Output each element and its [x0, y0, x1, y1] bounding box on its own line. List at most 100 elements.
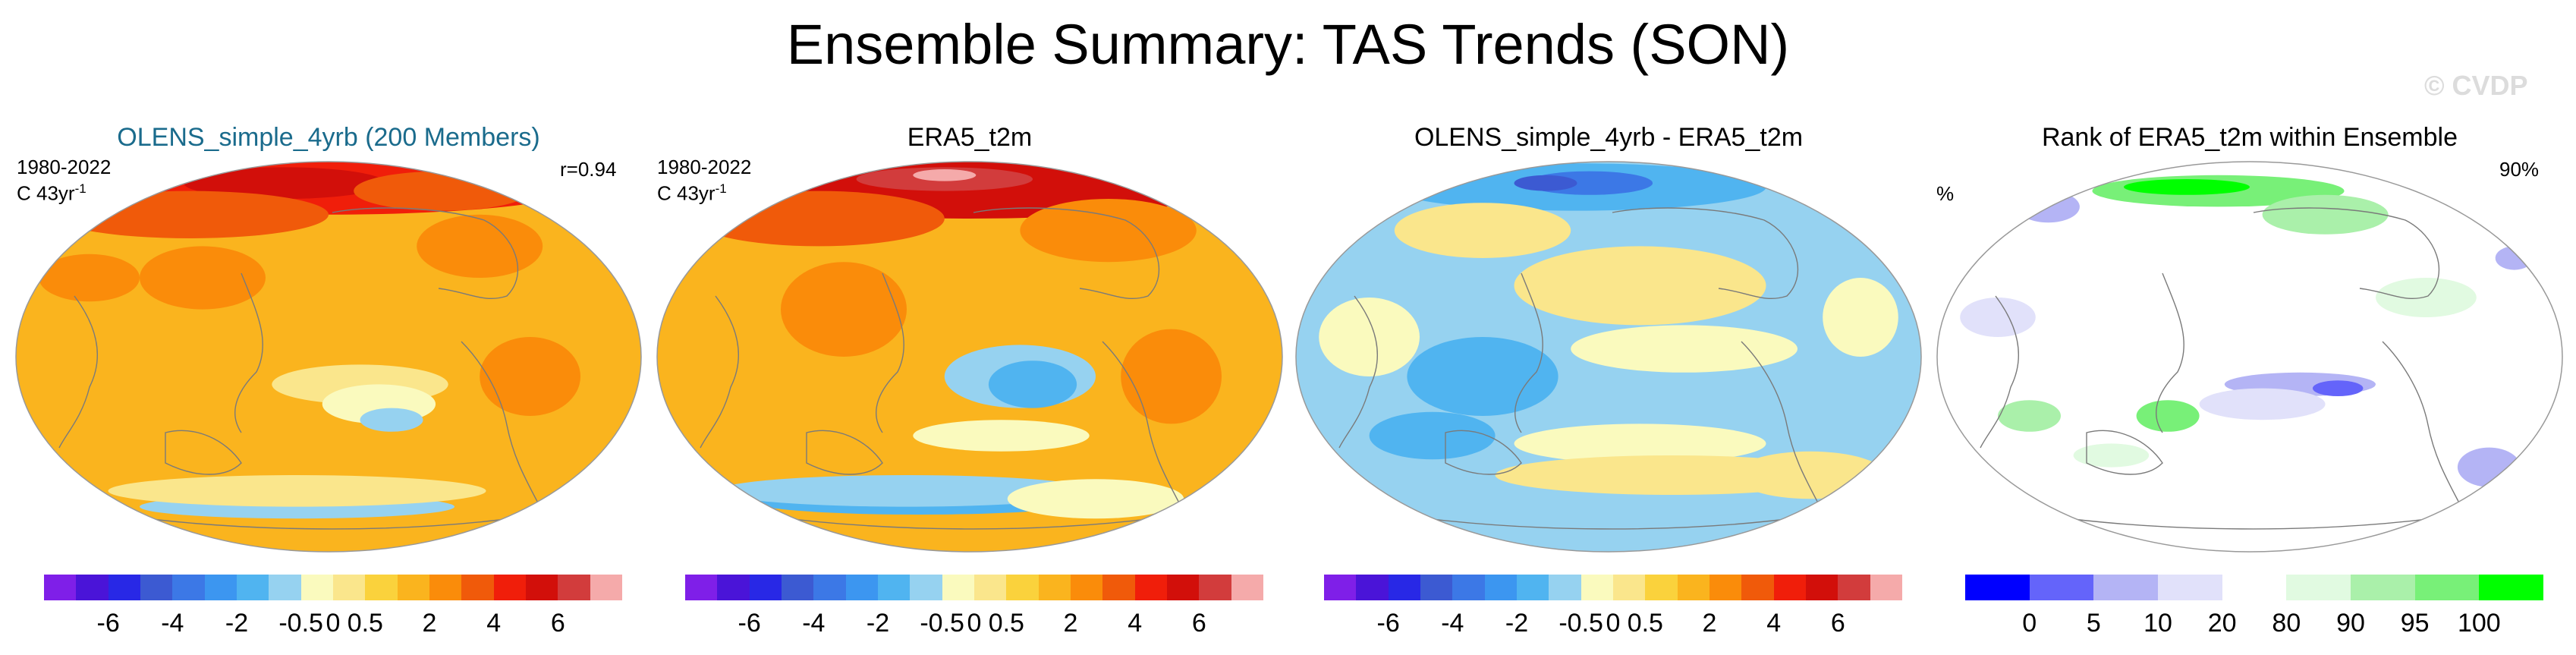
colorbar-tick-label: 90	[2336, 609, 2365, 638]
panel4-colorbar: 0 5 10 20 80 90 95 100	[1965, 575, 2544, 644]
colorbar-swatch	[108, 575, 141, 600]
colorbar-swatch	[1006, 575, 1040, 600]
colorbar-swatch	[140, 575, 173, 600]
colorbar-swatch	[590, 575, 623, 600]
colorbar-swatch	[1388, 575, 1421, 600]
colorbar-swatch	[813, 575, 847, 600]
colorbar-swatch	[878, 575, 911, 600]
panel2-title: ERA5_t2m	[907, 123, 1033, 152]
panel4-percent: 90%	[2499, 158, 2540, 181]
colorbar-swatch	[1838, 575, 1871, 600]
colorbar-swatch	[429, 575, 462, 600]
colorbar-swatch	[526, 575, 558, 600]
colorbar-swatch	[942, 575, 975, 600]
panel3-colorbar: -6 -4 -2 -0.5 0 0.5 2 4 6	[1324, 575, 1903, 644]
colorbar-swatch	[1709, 575, 1742, 600]
colorbar-swatch	[1420, 575, 1453, 600]
colorbar-tick-label: 0.5	[347, 609, 383, 638]
colorbar-swatch	[1167, 575, 1200, 600]
panel2-colorbar: -6 -4 -2 -0.5 0 0.5 2 4 6	[685, 575, 1264, 644]
colorbar-swatch	[1484, 575, 1518, 600]
colorbar-tick-label: 0.5	[988, 609, 1024, 638]
colorbar-tick-label: 6	[1191, 609, 1206, 638]
colorbar-swatch	[2414, 575, 2480, 600]
panel4-units: %	[1936, 182, 1955, 205]
colorbar-swatch	[76, 575, 109, 600]
colorbar-swatch	[1071, 575, 1103, 600]
colorbar-swatch	[269, 575, 302, 600]
colorbar-tick-label: 0	[326, 609, 341, 638]
colorbar-swatch	[1773, 575, 1807, 600]
colorbar-swatch	[717, 575, 750, 600]
colorbar-tick-label: -0.5	[1558, 609, 1603, 638]
colorbar-swatch	[2286, 575, 2351, 600]
panel4-title: Rank of ERA5_t2m within Ensemble	[2041, 123, 2458, 152]
colorbar-tick-label: 0	[967, 609, 982, 638]
colorbar-tick-label: 6	[1830, 609, 1845, 638]
colorbar-swatch	[44, 575, 77, 600]
colorbar-swatch	[1231, 575, 1264, 600]
colorbar-swatch	[2222, 575, 2287, 600]
colorbar-swatch	[910, 575, 943, 600]
colorbar-tick-label: 6	[550, 609, 565, 638]
colorbar-swatch	[1741, 575, 1775, 600]
colorbar-tick-label: 5	[2086, 609, 2101, 638]
panel2-period: 1980-2022	[657, 156, 752, 178]
colorbar-swatch	[1102, 575, 1136, 600]
colorbar-swatch	[1613, 575, 1646, 600]
colorbar-tick-label: -4	[802, 609, 826, 638]
panel1-map	[14, 159, 643, 554]
colorbar-tick-label: 2	[1702, 609, 1717, 638]
colorbar-tick-label: -2	[225, 609, 249, 638]
panel1-units: C 43yr-1	[17, 181, 86, 205]
colorbar-swatch	[1806, 575, 1838, 600]
colorbar-tick-label: 80	[2272, 609, 2301, 638]
colorbar-swatch	[204, 575, 237, 600]
colorbar-tick-label: 0	[1606, 609, 1621, 638]
colorbar-swatch	[1199, 575, 1232, 600]
panel1-correlation: r=0.94	[560, 158, 617, 181]
colorbar-tick-label: 100	[2457, 609, 2501, 638]
colorbar-swatch	[2029, 575, 2094, 600]
panel1-colorbar: -6 -4 -2 -0.5 0 0.5 2 4 6	[44, 575, 623, 644]
colorbar-tick-label: 20	[2207, 609, 2237, 638]
colorbar-tick-label: 4	[1766, 609, 1782, 638]
colorbar-tick-label: -6	[738, 609, 761, 638]
colorbar-swatch	[2479, 575, 2544, 600]
colorbar-tick-label: 0	[2022, 609, 2037, 638]
panel3-title: OLENS_simple_4yrb - ERA5_t2m	[1414, 123, 1804, 152]
colorbar-tick-label: -0.5	[920, 609, 964, 638]
colorbar-swatch	[845, 575, 879, 600]
colorbar-swatch	[172, 575, 206, 600]
colorbar-swatch	[1549, 575, 1582, 600]
colorbar-tick-label: -4	[1441, 609, 1464, 638]
colorbar-swatch	[782, 575, 814, 600]
colorbar-swatch	[1517, 575, 1549, 600]
panel3-map	[1294, 159, 1923, 554]
colorbar-swatch	[333, 575, 366, 600]
colorbar-swatch	[1356, 575, 1389, 600]
colorbar-tick-label: 0.5	[1627, 609, 1663, 638]
colorbar-tick-label: 4	[1128, 609, 1143, 638]
colorbar-swatch	[2351, 575, 2416, 600]
colorbar-swatch	[749, 575, 782, 600]
colorbar-tick-label: -6	[1376, 609, 1400, 638]
watermark: © CVDP	[2424, 70, 2528, 101]
colorbar-tick-label: -0.5	[278, 609, 323, 638]
colorbar-tick-label: 4	[486, 609, 502, 638]
colorbar-tick-label: -2	[1505, 609, 1529, 638]
colorbar-swatch	[1965, 575, 2030, 600]
colorbar-swatch	[1645, 575, 1678, 600]
figure-title: Ensemble Summary: TAS Trends (SON)	[786, 13, 1790, 76]
colorbar-tick-label: -2	[866, 609, 890, 638]
colorbar-swatch	[1870, 575, 1903, 600]
panel4-map	[1935, 159, 2565, 554]
colorbar-swatch	[1452, 575, 1486, 600]
colorbar-swatch	[365, 575, 398, 600]
colorbar-swatch	[558, 575, 591, 600]
colorbar-swatch	[1038, 575, 1071, 600]
colorbar-swatch	[2093, 575, 2159, 600]
colorbar-tick-label: 2	[1063, 609, 1078, 638]
panel1-title: OLENS_simple_4yrb (200 Members)	[117, 123, 540, 152]
panel2-units: C 43yr-1	[657, 181, 727, 205]
